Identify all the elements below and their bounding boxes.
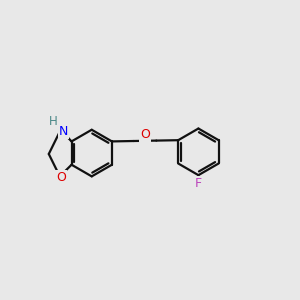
- Text: O: O: [140, 128, 150, 141]
- Text: O: O: [56, 171, 66, 184]
- Text: H: H: [49, 115, 58, 128]
- Text: N: N: [59, 125, 68, 138]
- Text: F: F: [195, 177, 202, 190]
